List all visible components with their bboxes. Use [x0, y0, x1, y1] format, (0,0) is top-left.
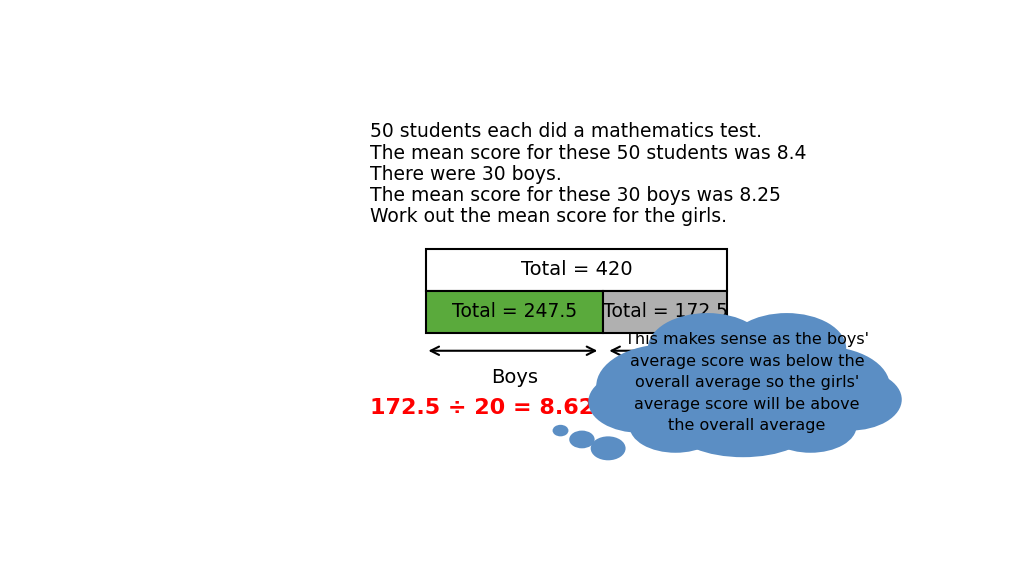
- Text: There were 30 boys.: There were 30 boys.: [370, 165, 562, 184]
- Text: 50 students each did a mathematics test.: 50 students each did a mathematics test.: [370, 122, 762, 141]
- Ellipse shape: [596, 344, 739, 429]
- Ellipse shape: [569, 431, 595, 448]
- Bar: [426, 249, 727, 291]
- Ellipse shape: [755, 346, 890, 426]
- Ellipse shape: [591, 437, 626, 460]
- Text: Work out the mean score for the girls.: Work out the mean score for the girls.: [370, 207, 727, 226]
- Ellipse shape: [648, 313, 767, 384]
- Text: Total = 172.5: Total = 172.5: [603, 302, 728, 321]
- Text: The mean score for these 50 students was 8.4: The mean score for these 50 students was…: [370, 143, 807, 162]
- Text: 172.5 ÷ 20 = 8.625: 172.5 ÷ 20 = 8.625: [370, 399, 609, 418]
- Ellipse shape: [727, 313, 846, 384]
- Text: Total = 247.5: Total = 247.5: [452, 302, 577, 321]
- Ellipse shape: [765, 400, 856, 453]
- Ellipse shape: [668, 331, 826, 397]
- Text: Total = 420: Total = 420: [520, 260, 632, 279]
- Bar: [426, 291, 603, 333]
- Ellipse shape: [799, 369, 902, 431]
- Text: This makes sense as the boys'
average score was below the
overall average so the: This makes sense as the boys' average sc…: [625, 332, 869, 433]
- Ellipse shape: [644, 338, 843, 444]
- Ellipse shape: [630, 400, 722, 453]
- Bar: [603, 291, 727, 333]
- Text: Boys: Boys: [490, 369, 538, 388]
- Ellipse shape: [676, 400, 811, 457]
- Ellipse shape: [588, 371, 691, 433]
- Ellipse shape: [553, 425, 568, 437]
- Text: Girls: Girls: [643, 369, 687, 388]
- Text: The mean score for these 30 boys was 8.25: The mean score for these 30 boys was 8.2…: [370, 186, 781, 205]
